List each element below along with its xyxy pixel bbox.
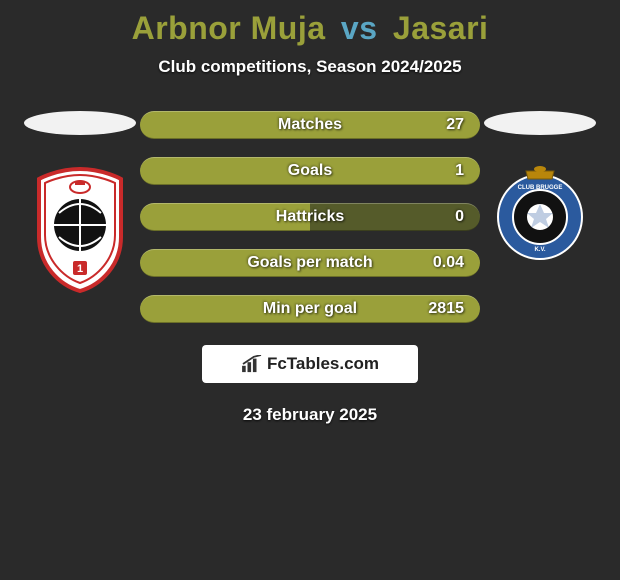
- stat-row: Goals 1: [140, 157, 480, 185]
- stat-value: 27: [446, 116, 464, 134]
- watermark-text: FcTables.com: [267, 354, 379, 374]
- stat-label: Goals: [288, 162, 332, 180]
- page-title: Arbnor Muja vs Jasari: [0, 10, 620, 47]
- flag-left-icon: [24, 111, 136, 135]
- stats-column: Matches 27 Goals 1 Hattricks 0 Goals per match…: [140, 111, 480, 323]
- stat-label: Min per goal: [263, 300, 357, 318]
- date-text: 23 february 2025: [0, 405, 620, 425]
- stat-value: 0: [455, 208, 464, 226]
- comparison-card: Arbnor Muja vs Jasari Club competitions,…: [0, 0, 620, 425]
- left-column: 1: [20, 111, 140, 293]
- watermark: FcTables.com: [202, 345, 418, 383]
- club-crest-right-icon: CLUB BRUGGE K.V.: [492, 165, 588, 261]
- main-row: 1 Matches 27 Goals 1 Hattricks 0 Goals per mat…: [0, 111, 620, 323]
- club-crest-left-icon: 1: [31, 165, 129, 293]
- stat-row: Goals per match 0.04: [140, 249, 480, 277]
- stat-value: 0.04: [433, 254, 464, 272]
- stat-row: Matches 27: [140, 111, 480, 139]
- svg-text:1: 1: [77, 263, 83, 275]
- player1-name: Arbnor Muja: [132, 10, 326, 46]
- stat-row: Hattricks 0: [140, 203, 480, 231]
- svg-text:CLUB BRUGGE: CLUB BRUGGE: [518, 185, 563, 191]
- subtitle: Club competitions, Season 2024/2025: [0, 57, 620, 77]
- stat-label: Matches: [278, 116, 342, 134]
- player2-name: Jasari: [393, 10, 489, 46]
- stat-label: Goals per match: [247, 254, 372, 272]
- chart-icon: [241, 355, 263, 373]
- stat-row: Min per goal 2815: [140, 295, 480, 323]
- right-column: CLUB BRUGGE K.V.: [480, 111, 600, 261]
- stat-value: 2815: [428, 300, 464, 318]
- svg-text:K.V.: K.V.: [534, 247, 545, 253]
- flag-right-icon: [484, 111, 596, 135]
- stat-label: Hattricks: [276, 208, 344, 226]
- stat-value: 1: [455, 162, 464, 180]
- vs-text: vs: [341, 10, 378, 46]
